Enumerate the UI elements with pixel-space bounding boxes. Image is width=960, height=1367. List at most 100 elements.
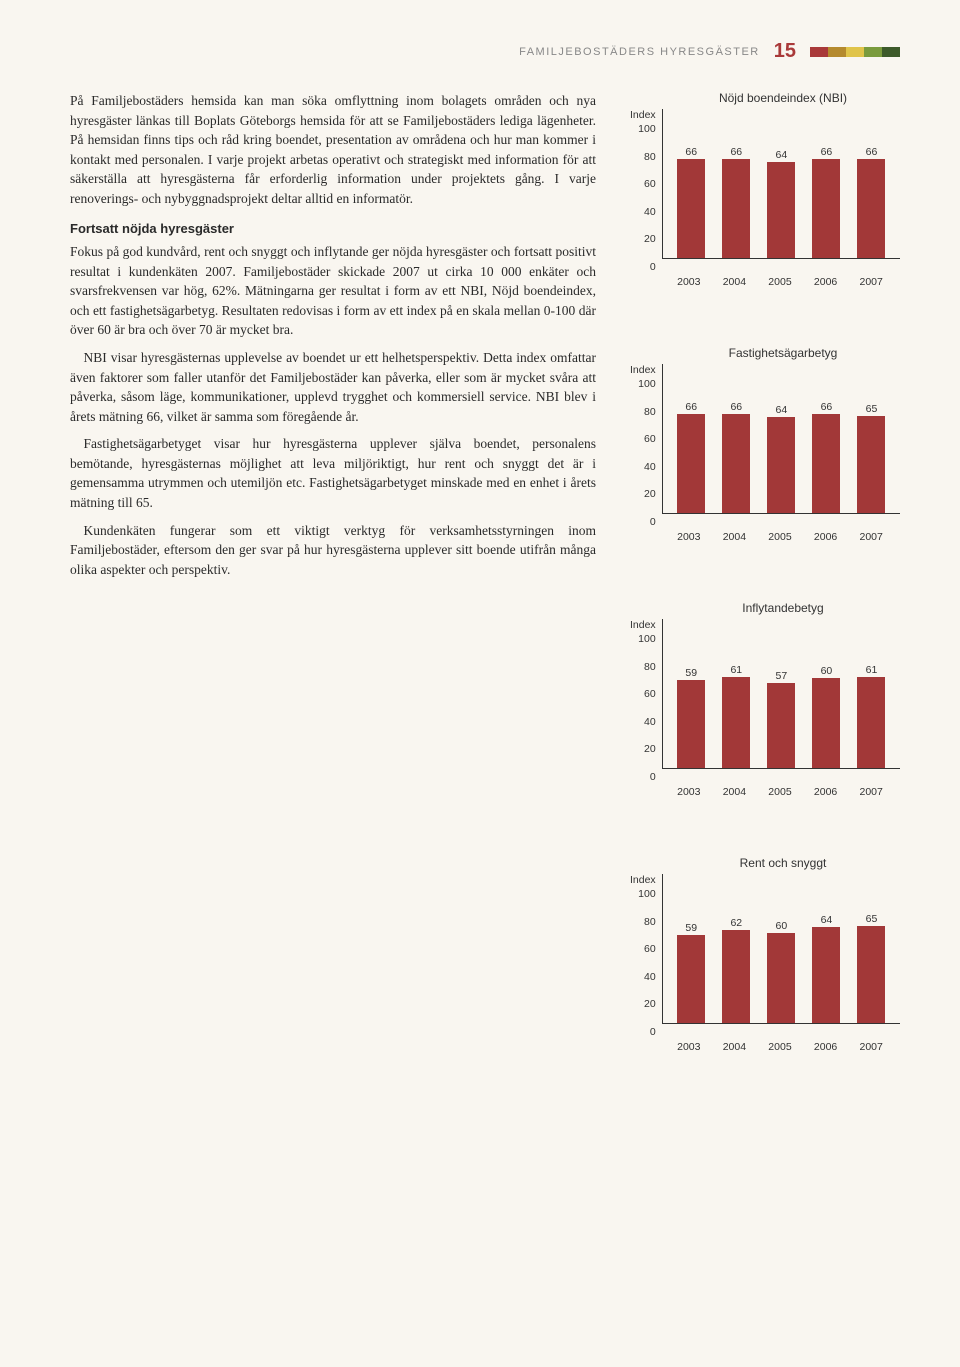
x-tick: 2005 xyxy=(768,276,791,288)
bar-value-label: 61 xyxy=(730,664,742,676)
x-tick: 2007 xyxy=(859,1041,882,1053)
bar-chart: FastighetsägarbetygIndex1008060402006666… xyxy=(630,346,900,543)
x-tick: 2003 xyxy=(677,531,700,543)
bar-group: 61 xyxy=(854,664,888,769)
bar xyxy=(857,416,885,514)
bar-value-label: 66 xyxy=(866,146,878,158)
bar-value-label: 59 xyxy=(685,667,697,679)
page-header: FAMILJEBOSTÄDERS HYRESGÄSTER 15 xyxy=(70,40,900,63)
bar xyxy=(812,159,840,258)
bar-group: 66 xyxy=(854,146,888,258)
swatch xyxy=(828,47,846,57)
bar-group: 66 xyxy=(674,401,708,513)
swatch xyxy=(846,47,864,57)
paragraph-4: Fastighetsägarbetyget visar hur hyresgäs… xyxy=(70,434,596,512)
bar xyxy=(722,677,750,769)
swatch xyxy=(864,47,882,57)
bar-value-label: 66 xyxy=(730,401,742,413)
x-axis: 20032004200520062007 xyxy=(630,273,900,288)
bar-value-label: 62 xyxy=(730,917,742,929)
bar xyxy=(677,159,705,258)
x-axis: 20032004200520062007 xyxy=(630,1038,900,1053)
paragraph-2: Fokus på god kundvård, rent och snyggt o… xyxy=(70,242,596,340)
bar-value-label: 61 xyxy=(866,664,878,676)
y-tick: 0 xyxy=(638,771,656,783)
y-tick: 80 xyxy=(638,406,656,418)
x-tick: 2004 xyxy=(723,531,746,543)
charts-column: Nöjd boendeindex (NBI) Index 100 80 60 40 20 0 6… xyxy=(630,91,900,1111)
y-tick: 20 xyxy=(638,488,656,500)
bar xyxy=(767,933,795,1023)
swatch xyxy=(882,47,900,57)
bar-value-label: 66 xyxy=(730,146,742,158)
y-axis-label: Index xyxy=(630,619,656,631)
x-tick: 2005 xyxy=(768,531,791,543)
chart-title: Nöjd boendeindex (NBI) xyxy=(630,91,900,105)
bar-group: 66 xyxy=(674,146,708,258)
bar-chart: Rent och snyggtIndex10080604020059626064… xyxy=(630,856,900,1053)
x-tick: 2004 xyxy=(723,786,746,798)
bar-chart: Nöjd boendeindex (NBI)Index1008060402006… xyxy=(630,91,900,288)
y-tick: 100 xyxy=(638,888,656,900)
y-axis: Index100806040200 xyxy=(630,364,656,528)
bar xyxy=(857,926,885,1024)
bar xyxy=(722,159,750,258)
bar-group: 66 xyxy=(809,401,843,513)
x-tick: 2003 xyxy=(677,786,700,798)
chart-plot: 59 61 57 60 61 xyxy=(662,619,900,769)
y-tick: 40 xyxy=(638,206,656,218)
y-tick: 100 xyxy=(638,378,656,390)
header-section-title: FAMILJEBOSTÄDERS HYRESGÄSTER xyxy=(519,46,760,58)
x-tick: 2005 xyxy=(768,1041,791,1053)
bar-group: 66 xyxy=(719,401,753,513)
subheading: Fortsatt nöjda hyresgäster xyxy=(70,220,596,239)
bar-group: 64 xyxy=(764,149,798,258)
bar-value-label: 64 xyxy=(821,914,833,926)
header-page-number: 15 xyxy=(774,40,796,63)
x-tick: 2004 xyxy=(723,1041,746,1053)
bar-value-label: 66 xyxy=(821,146,833,158)
bar-value-label: 60 xyxy=(821,665,833,677)
bar-group: 60 xyxy=(764,920,798,1023)
y-tick: 40 xyxy=(638,461,656,473)
swatch xyxy=(810,47,828,57)
bar-value-label: 66 xyxy=(685,401,697,413)
y-tick: 80 xyxy=(638,151,656,163)
y-tick: 20 xyxy=(638,233,656,245)
bar-value-label: 60 xyxy=(776,920,788,932)
bar-group: 62 xyxy=(719,917,753,1023)
y-tick: 80 xyxy=(638,916,656,928)
x-tick: 2007 xyxy=(859,531,882,543)
y-tick: 40 xyxy=(638,716,656,728)
chart-plot: 66 66 64 66 66 xyxy=(662,109,900,259)
y-tick: 40 xyxy=(638,971,656,983)
bar xyxy=(767,683,795,769)
y-tick: 80 xyxy=(638,661,656,673)
bar-value-label: 66 xyxy=(821,401,833,413)
bar-value-label: 65 xyxy=(866,403,878,415)
y-tick: 60 xyxy=(638,433,656,445)
content-columns: På Familjebostäders hemsida kan man söka… xyxy=(70,91,900,1111)
bar xyxy=(812,927,840,1023)
bar-value-label: 64 xyxy=(776,404,788,416)
y-tick: 60 xyxy=(638,688,656,700)
bar-value-label: 57 xyxy=(776,670,788,682)
y-axis-label: Index xyxy=(630,364,656,376)
bar-group: 57 xyxy=(764,670,798,769)
bar xyxy=(767,162,795,258)
chart-plot: 66 66 64 66 65 xyxy=(662,364,900,514)
bar-group: 66 xyxy=(809,146,843,258)
bar-group: 64 xyxy=(764,404,798,513)
y-tick: 100 xyxy=(638,633,656,645)
bar xyxy=(767,417,795,513)
y-tick: 60 xyxy=(638,943,656,955)
paragraph-1: På Familjebostäders hemsida kan man söka… xyxy=(70,91,596,208)
bar-group: 66 xyxy=(719,146,753,258)
bar-group: 60 xyxy=(809,665,843,768)
header-color-swatches xyxy=(810,47,900,57)
bar xyxy=(677,414,705,513)
bar xyxy=(677,935,705,1024)
x-tick: 2003 xyxy=(677,1041,700,1053)
x-axis: 20032004200520062007 xyxy=(630,528,900,543)
bar xyxy=(857,677,885,769)
